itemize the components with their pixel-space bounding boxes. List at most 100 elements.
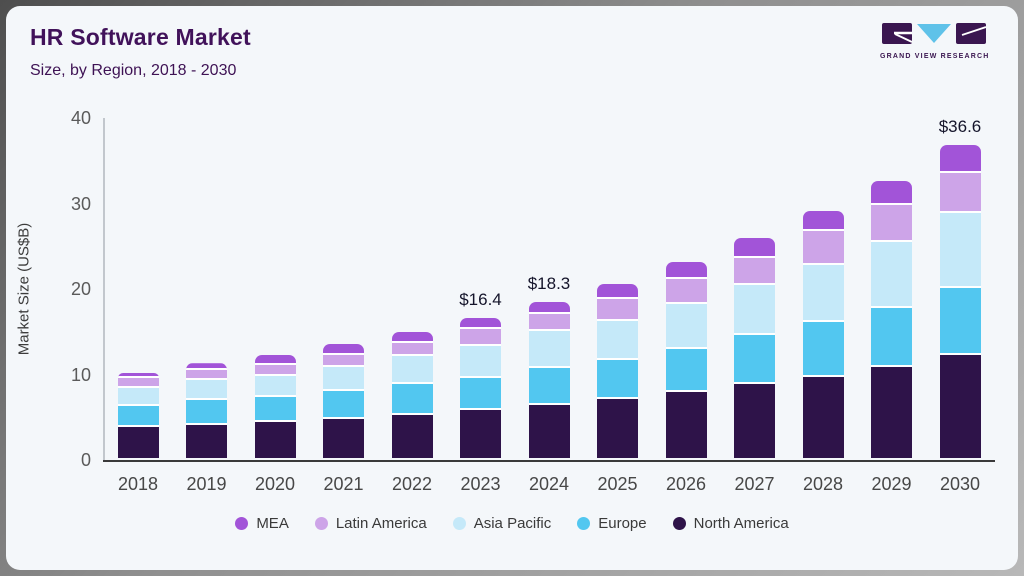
- x-tick-label: 2028: [802, 474, 844, 494]
- bar-segment-north-america: [871, 367, 912, 458]
- bar-segment-mea: [734, 238, 775, 258]
- bar-2022: [391, 332, 433, 458]
- bar-segment-mea: [528, 301, 570, 314]
- bar-segment-asia-pacific: [939, 212, 981, 288]
- bar-segment-latin-america: [323, 354, 364, 367]
- bar-segment-europe: [254, 397, 296, 423]
- page-subtitle: Size, by Region, 2018 - 2030: [30, 62, 237, 79]
- bar-segment-mea: [186, 363, 227, 370]
- bar-segment-mea: [254, 354, 296, 365]
- bar-segment-europe: [460, 377, 501, 411]
- bar-2024: [528, 301, 570, 458]
- logo-r-block: [956, 23, 986, 44]
- legend-item-europe: Europe: [577, 515, 647, 532]
- bar-segment-latin-america: [528, 313, 570, 332]
- bar-segment-north-america: [734, 383, 775, 458]
- bar-segment-north-america: [117, 427, 159, 458]
- legend-swatch-north-america: [672, 517, 686, 530]
- bar-segment-latin-america: [734, 257, 775, 286]
- bar-value-label: $36.6: [938, 117, 982, 137]
- bar-segment-europe: [391, 384, 433, 416]
- bar-segment-asia-pacific: [460, 345, 501, 378]
- bar-segment-europe: [939, 287, 981, 356]
- bar-segment-mea: [117, 372, 159, 379]
- bar-segment-europe: [597, 359, 638, 399]
- bar-segment-mea: [323, 344, 364, 355]
- x-tick-label: 2019: [186, 474, 227, 494]
- bar-segment-asia-pacific: [871, 241, 912, 308]
- bar-segment-latin-america: [802, 231, 844, 265]
- bar-2030: [939, 145, 981, 458]
- legend-item-north-america: North America: [672, 515, 789, 532]
- bar-segment-latin-america: [186, 369, 227, 381]
- bar-2029: [871, 180, 912, 458]
- bar-segment-asia-pacific: [254, 375, 296, 398]
- x-tick-label: 2018: [117, 474, 159, 494]
- x-tick-label: 2020: [254, 474, 296, 494]
- bar-2023: [460, 317, 501, 458]
- y-tick-label: 40: [70, 108, 91, 128]
- x-tick-label: 2023: [460, 474, 501, 494]
- bar-segment-latin-america: [117, 378, 159, 388]
- legend-label: Europe: [598, 515, 647, 532]
- legend-item-mea: MEA: [235, 515, 289, 532]
- legend-label: Asia Pacific: [473, 515, 552, 532]
- bar-value-label: $16.4: [459, 289, 502, 309]
- chart-legend: MEA Latin America Asia Pacific Europe North …: [6, 515, 1018, 532]
- x-tick-label: 2029: [871, 474, 912, 494]
- bar-segment-asia-pacific: [734, 285, 775, 335]
- bar-2025: [597, 283, 638, 458]
- legend-item-latin-america: Latin America: [314, 515, 427, 532]
- x-tick-label: 2027: [734, 474, 775, 494]
- bar-segment-north-america: [802, 376, 844, 458]
- bar-segment-asia-pacific: [597, 321, 638, 360]
- bar-segment-latin-america: [254, 364, 296, 376]
- y-tick-label: 30: [70, 193, 91, 214]
- bar-segment-asia-pacific: [323, 366, 364, 392]
- bar-segment-mea: [802, 210, 844, 232]
- bar-segment-asia-pacific: [665, 304, 707, 349]
- legend-item-asia-pacific: Asia Pacific: [452, 515, 552, 532]
- x-tick-label: 2024: [528, 474, 570, 494]
- bar-segment-mea: [665, 262, 707, 280]
- bar-segment-europe: [528, 368, 570, 405]
- legend-label: North America: [693, 515, 789, 532]
- y-axis-line: [103, 118, 105, 460]
- bar-segment-asia-pacific: [528, 331, 570, 369]
- bar-segment-mea: [597, 283, 638, 299]
- x-tick-label: 2022: [391, 474, 433, 494]
- bar-segment-north-america: [665, 392, 707, 458]
- legend-label: Latin America: [335, 515, 427, 532]
- y-tick-label: 20: [70, 279, 91, 299]
- bar-2028: [802, 210, 844, 458]
- bar-segment-north-america: [391, 415, 433, 458]
- bar-2026: [665, 262, 707, 458]
- x-tick-label: 2030: [939, 474, 981, 494]
- bar-segment-europe: [734, 334, 775, 384]
- legend-swatch-asia-pacific: [452, 517, 466, 530]
- bar-segment-north-america: [323, 418, 364, 458]
- report-card: HR Software Market Size, by Region, 2018…: [6, 6, 1018, 570]
- bar-segment-europe: [323, 391, 364, 419]
- bar-2019: [186, 363, 227, 458]
- bar-segment-north-america: [597, 398, 638, 458]
- legend-label: MEA: [256, 515, 289, 532]
- bar-segment-mea: [871, 180, 912, 205]
- bar-segment-europe: [186, 399, 227, 425]
- bar-segment-latin-america: [939, 173, 981, 213]
- y-tick-label: 10: [70, 364, 91, 385]
- bar-segment-europe: [871, 307, 912, 368]
- bar-2027: [734, 238, 775, 458]
- bar-segment-europe: [665, 348, 707, 393]
- bar-2021: [323, 344, 364, 458]
- bar-segment-latin-america: [460, 328, 501, 346]
- x-tick-label: 2026: [665, 474, 707, 494]
- legend-swatch-latin-america: [314, 517, 328, 530]
- bar-segment-asia-pacific: [391, 356, 433, 385]
- bar-segment-north-america: [254, 422, 296, 458]
- bar-segment-north-america: [186, 424, 227, 458]
- bar-2018: [117, 372, 159, 459]
- bar-segment-asia-pacific: [186, 380, 227, 400]
- bar-segment-europe: [802, 322, 844, 377]
- logo-text: GRAND VIEW RESEARCH: [880, 53, 990, 60]
